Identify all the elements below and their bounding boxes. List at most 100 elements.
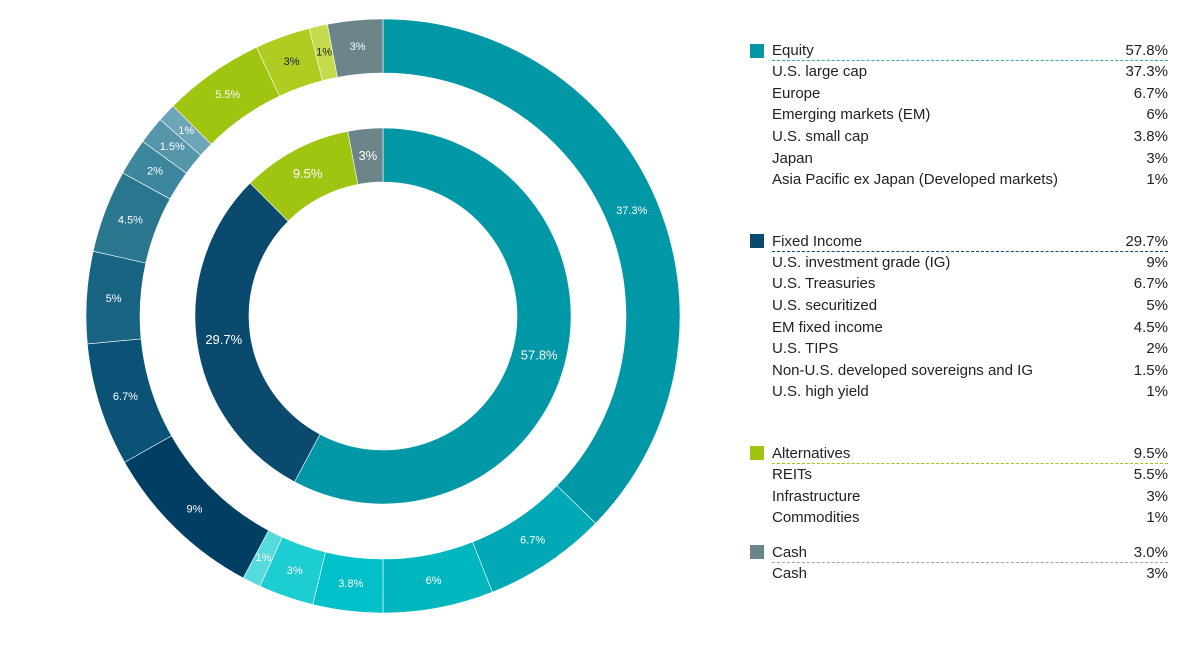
legend-item: U.S. securitized 5% [750,295,1168,317]
legend-item: U.S. Treasuries 6.7% [750,273,1168,295]
inner-slice-fixed-income [194,182,321,483]
chart-legend: Equity 57.8% U.S. large cap 37.3% Europe 6.7%… [750,40,1168,584]
outer-slice-label: 37.3% [616,205,647,217]
outer-slice-label: 5% [106,293,122,305]
legend-item: U.S. TIPS 2% [750,338,1168,360]
inner-slice-equity [294,127,572,505]
legend-item-value: 1% [1146,171,1168,189]
legend-item: U.S. large cap 37.3% [750,61,1168,83]
outer-slice-label: 3% [284,56,300,68]
outer-slice-label: 1.5% [160,141,185,153]
legend-item-name: Europe [772,84,821,102]
legend-group-header: Equity 57.8% [750,40,1168,61]
outer-slice-label: 6% [426,575,442,587]
legend-group-total: 9.5% [1133,444,1168,462]
legend-item-name: Infrastructure [772,487,861,505]
legend-item-value: 5% [1146,297,1168,315]
legend-item-name: U.S. securitized [772,297,878,315]
outer-slice-label: 6.7% [113,391,138,403]
outer-slice-label: 9% [187,503,203,515]
inner-slice-cash [347,127,384,185]
inner-slice-label: 9.5% [293,166,323,181]
legend-item-value: 3% [1146,564,1168,582]
legend-item-name: Commodities [772,509,860,527]
legend-divider [772,250,1168,252]
legend-item-value: 1.5% [1133,361,1168,379]
legend-group-name: Alternatives [772,444,851,462]
legend-group-total: 29.7% [1125,232,1168,250]
legend-item: Japan 3% [750,147,1168,169]
legend-group: Fixed Income 29.7% U.S. investment grade (… [750,231,1168,403]
legend-item-name: Japan [772,149,813,167]
outer-slice-label: 1% [316,47,332,59]
legend-item-name: Emerging markets (EM) [772,106,931,124]
legend-item-value: 5.5% [1133,466,1168,484]
legend-item-value: 37.3% [1125,63,1168,81]
legend-item-name: U.S. TIPS [772,340,839,358]
outer-slice-label: 1% [178,125,194,137]
outer-slice-label: 4.5% [118,215,143,227]
legend-item-name: U.S. investment grade (IG) [772,253,951,271]
legend-item-value: 6.7% [1133,275,1168,293]
nested-donut-chart: 37.3% 6.7% 6% 3.8% 3% 1% 9% 6.7% 5% 4.5% 2% 1.5% 1% 5… [85,18,681,614]
outer-slice-label: 1% [256,552,272,564]
legend-item-value: 3.8% [1133,128,1168,146]
inner-slice-label: 57.8% [521,348,558,363]
legend-item: Non-U.S. developed sovereigns and IG 1.5% [750,360,1168,382]
legend-group-name: Cash [772,543,808,561]
legend-item-value: 4.5% [1133,318,1168,336]
legend-item-value: 6% [1146,106,1168,124]
outer-slice-label: 3.8% [338,578,363,590]
legend-item: U.S. small cap 3.8% [750,126,1168,148]
legend-item-value: 3% [1146,487,1168,505]
legend-item-value: 9% [1146,253,1168,271]
outer-slice-label: 2% [147,165,163,177]
legend-item-name: U.S. large cap [772,63,868,81]
legend-item: U.S. high yield 1% [750,381,1168,403]
outer-slice-label: 3% [350,41,366,53]
outer-slice-equity-u-s-large-cap [382,18,681,524]
legend-group: Equity 57.8% U.S. large cap 37.3% Europe 6.7%… [750,40,1168,191]
legend-item-name: EM fixed income [772,318,883,336]
outer-slice-label: 3% [287,565,303,577]
legend-item: Infrastructure 3% [750,485,1168,507]
legend-item-name: U.S. high yield [772,383,869,401]
legend-group-total: 3.0% [1133,543,1168,561]
legend-item-value: 1% [1146,509,1168,527]
outer-slice-label: 5.5% [215,89,240,101]
legend-group-name: Equity [772,42,814,59]
outer-slice-cash-cash [326,18,384,78]
legend-group: Alternatives 9.5% REITs 5.5% Infrastructure 3… [750,443,1168,529]
inner-slice-label: 3% [358,148,377,163]
legend-item: Emerging markets (EM) 6% [750,104,1168,126]
legend-item: Asia Pacific ex Japan (Developed markets… [750,169,1168,191]
legend-item-name: U.S. small cap [772,128,869,146]
legend-group: Cash 3.0% Cash 3% [750,542,1168,585]
legend-item-value: 2% [1146,340,1168,358]
outer-slice-label: 6.7% [520,535,545,547]
legend-item-name: Asia Pacific ex Japan (Developed markets… [772,171,1058,189]
legend-item: U.S. investment grade (IG) 9% [750,252,1168,274]
legend-item-name: REITs [772,466,813,484]
legend-item-value: 3% [1146,149,1168,167]
legend-item-name: Non-U.S. developed sovereigns and IG [772,361,1033,379]
legend-item: EM fixed income 4.5% [750,316,1168,338]
inner-slice-label: 29.7% [205,332,242,347]
legend-item-value: 6.7% [1133,84,1168,102]
legend-item-name: U.S. Treasuries [772,275,876,293]
legend-item: Commodities 1% [750,507,1168,529]
legend-swatch [750,545,764,559]
legend-item: Europe 6.7% [750,83,1168,105]
legend-swatch [750,234,764,249]
legend-group-header: Cash 3.0% [750,542,1168,563]
legend-group-header: Alternatives 9.5% [750,443,1168,464]
legend-group-total: 57.8% [1125,42,1168,59]
legend-divider [772,462,1168,464]
legend-item-name: Cash [772,564,808,582]
legend-item: Cash 3% [750,563,1168,585]
legend-group-header: Fixed Income 29.7% [750,231,1168,252]
legend-item-value: 1% [1146,383,1168,401]
legend-swatch [750,446,764,461]
legend-item: REITs 5.5% [750,464,1168,486]
legend-group-name: Fixed Income [772,232,863,250]
